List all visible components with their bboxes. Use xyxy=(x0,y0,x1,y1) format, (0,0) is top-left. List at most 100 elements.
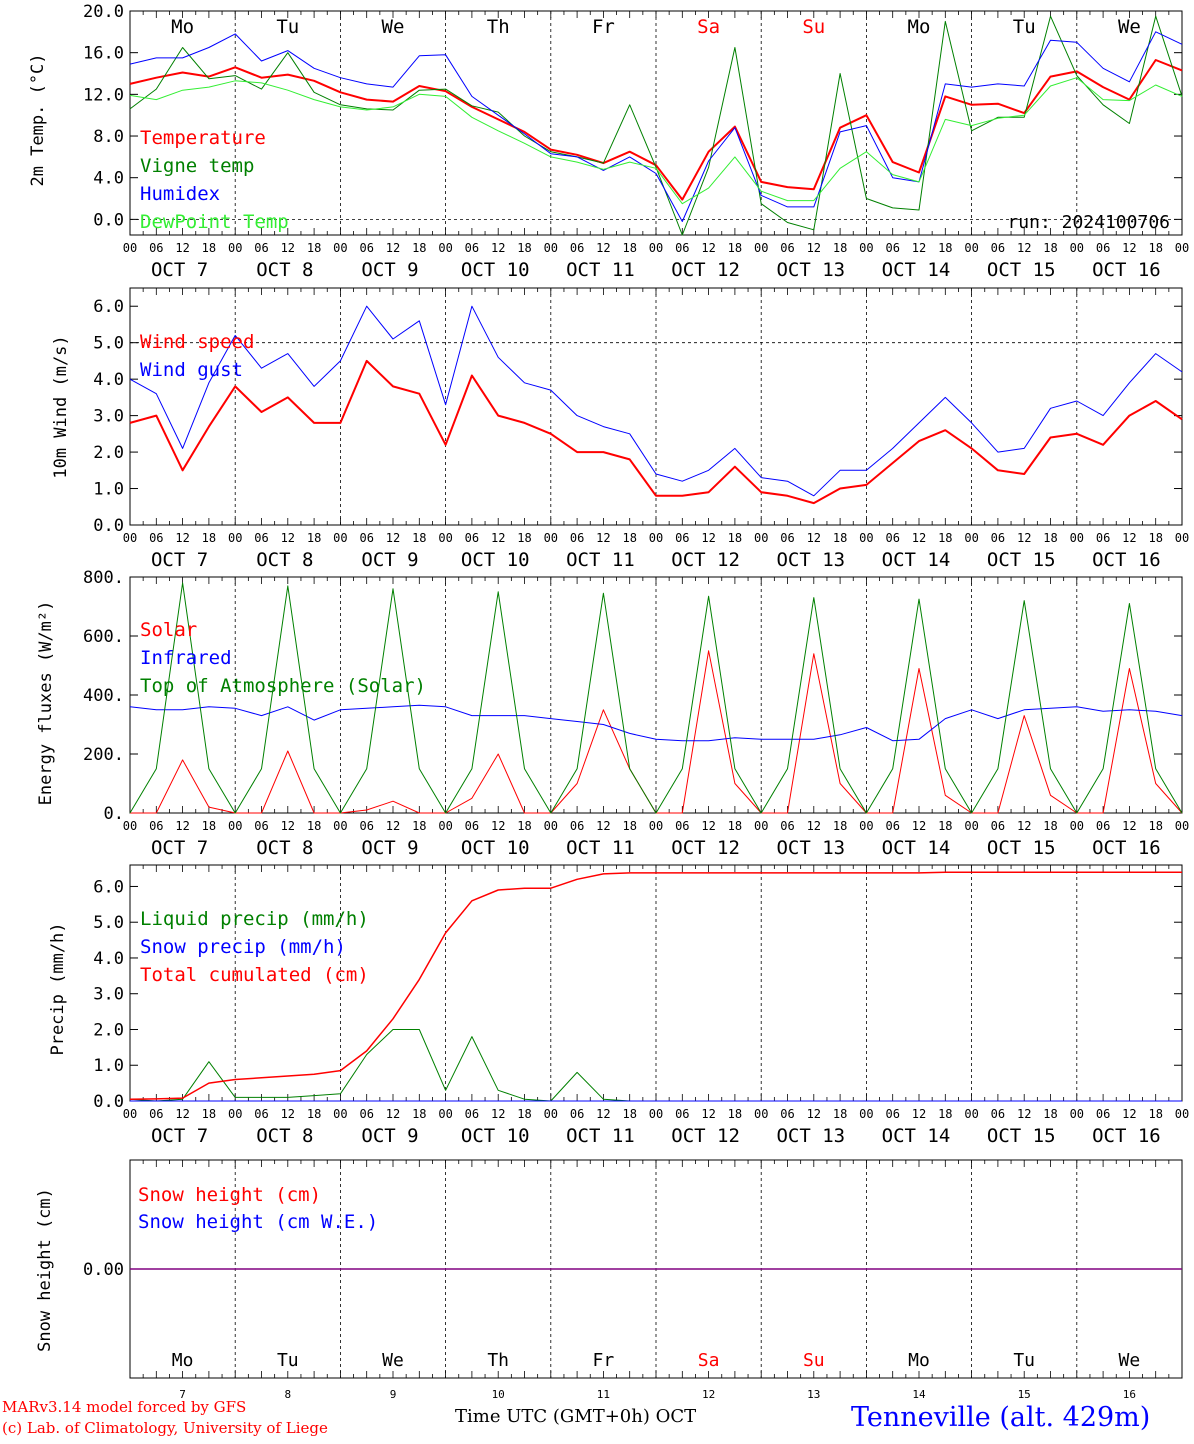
y-tick-label: 5.0 xyxy=(93,913,124,933)
footer-lab-credit: (c) Lab. of Climatology, University of L… xyxy=(2,1419,328,1437)
day-number: 9 xyxy=(390,1388,397,1401)
date-label: OCT 12 xyxy=(671,549,740,571)
date-label: OCT 12 xyxy=(671,1125,740,1147)
hour-label: 00 xyxy=(123,1107,137,1121)
hour-label: 06 xyxy=(149,531,163,545)
hour-label: 18 xyxy=(1148,241,1162,255)
hour-label: 12 xyxy=(596,531,610,545)
y-axis-label: Snow height (cm) xyxy=(35,1188,55,1352)
hour-label: 06 xyxy=(885,819,899,833)
hour-label: 12 xyxy=(912,1107,926,1121)
y-tick-label: 4.0 xyxy=(93,169,124,189)
hour-label: 12 xyxy=(701,819,715,833)
hour-label: 00 xyxy=(544,241,558,255)
hour-label: 00 xyxy=(228,531,242,545)
hour-label: 06 xyxy=(1096,531,1110,545)
x-axis-title: Time UTC (GMT+0h) OCT xyxy=(455,1406,696,1427)
hour-label: 12 xyxy=(596,819,610,833)
hour-label: 06 xyxy=(465,531,479,545)
hour-label: 06 xyxy=(675,241,689,255)
hour-label: 06 xyxy=(149,819,163,833)
hour-label: 12 xyxy=(1122,819,1136,833)
hour-label: 12 xyxy=(491,531,505,545)
hour-label: 06 xyxy=(570,531,584,545)
hour-label: 06 xyxy=(149,241,163,255)
y-tick-label: 1.0 xyxy=(93,480,124,500)
hour-label: 06 xyxy=(780,1107,794,1121)
hour-label: 12 xyxy=(596,1107,610,1121)
hour-label: 18 xyxy=(202,819,216,833)
hour-label: 18 xyxy=(517,1107,531,1121)
hour-label: 00 xyxy=(859,1107,873,1121)
hour-label: 18 xyxy=(1043,241,1057,255)
hour-label: 06 xyxy=(991,1107,1005,1121)
hour-label: 00 xyxy=(859,531,873,545)
date-label: OCT 11 xyxy=(566,1125,635,1147)
hour-label: 12 xyxy=(596,241,610,255)
hour-label: 12 xyxy=(701,1107,715,1121)
hour-label: 00 xyxy=(1175,819,1189,833)
hour-label: 12 xyxy=(281,1107,295,1121)
hour-label: 06 xyxy=(991,241,1005,255)
date-label: OCT 7 xyxy=(151,259,208,281)
hour-label: 12 xyxy=(1017,819,1031,833)
hour-label: 00 xyxy=(544,531,558,545)
weekday-label-bottom: Su xyxy=(803,1350,825,1371)
date-label: OCT 15 xyxy=(987,837,1056,859)
hour-label: 12 xyxy=(175,531,189,545)
weekday-label: Th xyxy=(487,16,510,38)
hour-label: 18 xyxy=(202,241,216,255)
hour-label: 00 xyxy=(1070,241,1084,255)
weekday-label-bottom: Th xyxy=(487,1350,509,1371)
date-label: OCT 13 xyxy=(776,837,845,859)
hour-label: 00 xyxy=(333,241,347,255)
weekday-label-bottom: Tu xyxy=(1013,1350,1035,1371)
legend-entry: Snow precip (mm/h) xyxy=(140,936,346,958)
weekday-label-bottom: We xyxy=(382,1350,404,1371)
y-tick-label: 12.0 xyxy=(83,85,124,105)
hour-label: 06 xyxy=(991,819,1005,833)
hour-label: 00 xyxy=(228,1107,242,1121)
legend-entry: Temperature xyxy=(140,127,266,149)
date-label: OCT 10 xyxy=(461,837,530,859)
date-label: OCT 8 xyxy=(256,837,313,859)
date-label: OCT 11 xyxy=(566,549,635,571)
hour-label: 06 xyxy=(885,241,899,255)
day-number: 13 xyxy=(807,1388,820,1401)
hour-label: 12 xyxy=(807,819,821,833)
hour-label: 00 xyxy=(123,819,137,833)
legend-entry: Top of Atmosphere (Solar) xyxy=(140,675,426,697)
y-axis-label: 10m Wind (m/s) xyxy=(51,335,71,478)
hour-label: 00 xyxy=(123,531,137,545)
hour-label: 06 xyxy=(359,531,373,545)
hour-label: 00 xyxy=(1175,531,1189,545)
y-tick-label: 4.0 xyxy=(93,949,124,969)
hour-label: 00 xyxy=(754,819,768,833)
series-line-humidex xyxy=(129,31,1183,222)
hour-label: 00 xyxy=(754,241,768,255)
hour-label: 12 xyxy=(807,531,821,545)
date-label: OCT 12 xyxy=(671,259,740,281)
y-tick-label: 6.0 xyxy=(93,297,124,317)
legend-entry: Wind gust xyxy=(140,359,243,381)
hour-label: 18 xyxy=(833,819,847,833)
date-label: OCT 8 xyxy=(256,259,313,281)
series-line-top-of-atmosphere-solar xyxy=(129,582,1183,814)
date-label: OCT 7 xyxy=(151,1125,208,1147)
panel-frame xyxy=(129,287,1183,526)
y-tick-label: 16.0 xyxy=(83,44,124,64)
hour-label: 18 xyxy=(728,531,742,545)
y-tick-label: 5.0 xyxy=(93,334,124,354)
hour-label: 00 xyxy=(544,819,558,833)
date-label: OCT 14 xyxy=(882,837,951,859)
weekday-label: Tu xyxy=(1013,16,1036,38)
weekday-label: Mo xyxy=(908,16,931,38)
weekday-label: We xyxy=(1118,16,1141,38)
hour-label: 06 xyxy=(780,819,794,833)
hour-label: 12 xyxy=(175,241,189,255)
weekday-label-bottom: Fr xyxy=(593,1350,615,1371)
hour-label: 12 xyxy=(701,531,715,545)
weekday-label-bottom: Tu xyxy=(277,1350,299,1371)
hour-label: 18 xyxy=(202,531,216,545)
day-number: 11 xyxy=(597,1388,610,1401)
